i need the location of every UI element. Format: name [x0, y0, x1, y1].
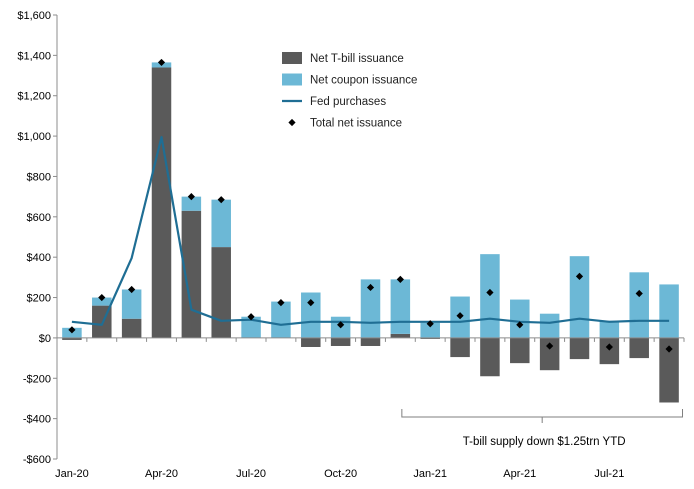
total-net-issuance-point-jun-20	[217, 196, 225, 204]
total-net-issuance-point-aug-21	[635, 289, 643, 298]
y-tick-label: $1,000	[17, 131, 51, 143]
y-tick-label: $1,600	[17, 10, 51, 22]
net-t-bill-issuance-bar-dec-20	[390, 333, 411, 338]
net-t-bill-issuance-bar-apr-21	[510, 337, 530, 364]
total-net-issuance-point-feb-21	[456, 312, 464, 320]
x-tick-label: Jan-21	[413, 468, 447, 480]
net-t-bill-issuance-legend-swatch	[282, 52, 302, 64]
total-net-issuance-point-aug-20	[277, 298, 285, 307]
total-net-issuance-point-oct-20	[337, 321, 345, 329]
net-t-bill-issuance-bar-sep-20	[301, 337, 321, 347]
net-coupon-issuance-bar-may-21	[539, 313, 560, 338]
total-net-issuance-point-sep-20	[307, 298, 315, 307]
total-net-issuance-legend-swatch	[288, 118, 296, 127]
net-t-bill-issuance-bar-jun-20	[211, 247, 231, 338]
net-t-bill-issuance-bar-may-20	[181, 210, 202, 338]
net-t-bill-issuance-bar-jan-21	[420, 337, 440, 339]
net-t-bill-issuance-bar-aug-21	[629, 337, 649, 359]
net-coupon-issuance-bar-jun-21	[569, 256, 590, 338]
y-tick-label: $1,400	[17, 50, 51, 62]
x-tick-label: Oct-20	[324, 468, 357, 480]
total-net-issuance-point-mar-20	[128, 285, 136, 294]
total-net-issuance-point-feb-20	[98, 293, 106, 302]
y-tick-label: $200	[27, 293, 51, 305]
total-net-issuance-points-layer	[68, 58, 673, 353]
net-t-bill-issuance-bar-apr-20	[151, 67, 172, 338]
net-coupon-issuance-bar-mar-20	[121, 289, 142, 319]
net-coupon-issuance-bar-sep-20	[301, 292, 321, 338]
x-tick-label: Apr-20	[145, 468, 178, 480]
net-t-bill-issuance-bar-sep-21	[659, 337, 679, 403]
annotation-bracket	[401, 409, 684, 423]
total-net-issuance-point-dec-20	[396, 275, 404, 283]
net-t-bill-issuance-bar-feb-21	[450, 337, 470, 358]
total-net-issuance-point-jan-20	[68, 326, 76, 334]
net-coupon-issuance-bar-jul-20	[241, 316, 261, 338]
total-net-issuance-point-apr-21	[516, 321, 524, 329]
total-net-issuance-point-jul-21	[605, 343, 613, 351]
net-t-bill-issuance-bar-jun-21	[569, 337, 590, 360]
net-coupon-issuance-bar-feb-20	[92, 297, 112, 306]
axes-layer: -$600 -$400 -$200 $0 $200 $400 $600 $800 $1,000 $…	[17, 10, 685, 480]
net-coupon-issuance-bar-may-20	[181, 196, 202, 211]
net-coupon-issuance-bar-dec-20	[390, 279, 411, 334]
bars-layer	[62, 62, 679, 403]
net-coupon-issuance-legend-label: Net coupon issuance	[310, 75, 417, 87]
y-tick-label: -$600	[23, 454, 51, 466]
total-net-issuance-point-mar-21	[486, 288, 494, 297]
legend: Net T-bill issuance Net coupon issuance Fe…	[282, 52, 417, 130]
net-coupon-issuance-bar-sep-21	[659, 284, 679, 338]
total-net-issuance-point-jul-20	[247, 313, 255, 321]
total-net-issuance-point-nov-20	[366, 283, 375, 292]
y-tick-label: $600	[27, 212, 51, 224]
x-tick-label: Jul-21	[594, 468, 624, 480]
net-coupon-issuance-bar-jul-21	[599, 320, 620, 338]
y-tick-label: $800	[27, 171, 51, 183]
y-tick-label: -$400	[23, 414, 51, 426]
net-t-bill-issuance-bar-jul-21	[599, 337, 620, 365]
net-t-bill-issuance-bar-mar-21	[480, 337, 500, 377]
net-coupon-issuance-bar-jan-21	[420, 322, 440, 338]
net-t-bill-issuance-bar-jan-20	[62, 337, 82, 340]
net-coupon-issuance-bar-aug-20	[271, 301, 291, 338]
y-tick-label: $0	[39, 333, 51, 345]
total-net-issuance-legend-label: Total net issuance	[310, 118, 402, 130]
net-t-bill-issuance-bar-oct-20	[330, 337, 351, 346]
x-tick-label: Jan-20	[55, 468, 89, 480]
total-net-issuance-point-jun-21	[575, 272, 584, 280]
fed-purchases-line-layer	[71, 136, 670, 326]
x-tick-label: Apr-21	[503, 468, 536, 480]
y-tick-label: -$200	[23, 373, 51, 385]
net-coupon-issuance-bar-apr-21	[510, 299, 530, 338]
net-t-bill-issuance-bar-may-21	[539, 337, 560, 371]
annotation: T-bill supply down $1.25trn YTD	[401, 409, 684, 448]
y-tick-label: $1,200	[17, 91, 51, 103]
total-net-issuance-point-may-20	[187, 193, 195, 201]
net-t-bill-issuance-bar-mar-20	[121, 318, 142, 338]
x-tick-label: Jul-20	[236, 468, 266, 480]
net-coupon-issuance-bar-aug-21	[629, 272, 649, 338]
net-t-bill-issuance-bar-nov-20	[360, 337, 381, 346]
annotation-text: T-bill supply down $1.25trn YTD	[463, 436, 626, 448]
net-coupon-issuance-legend-swatch	[282, 73, 302, 86]
net-t-bill-issuance-legend-label: Net T-bill issuance	[310, 53, 404, 65]
net-coupon-issuance-bar-jun-20	[211, 199, 231, 248]
fed-purchases-legend-label: Fed purchases	[310, 96, 386, 108]
total-net-issuance-point-sep-21	[665, 345, 673, 353]
total-net-issuance-point-jan-21	[426, 320, 434, 328]
total-net-issuance-point-apr-20	[157, 58, 166, 67]
total-net-issuance-point-may-21	[546, 342, 554, 350]
fed-purchases-line	[71, 136, 670, 326]
y-tick-label: $400	[27, 252, 51, 264]
